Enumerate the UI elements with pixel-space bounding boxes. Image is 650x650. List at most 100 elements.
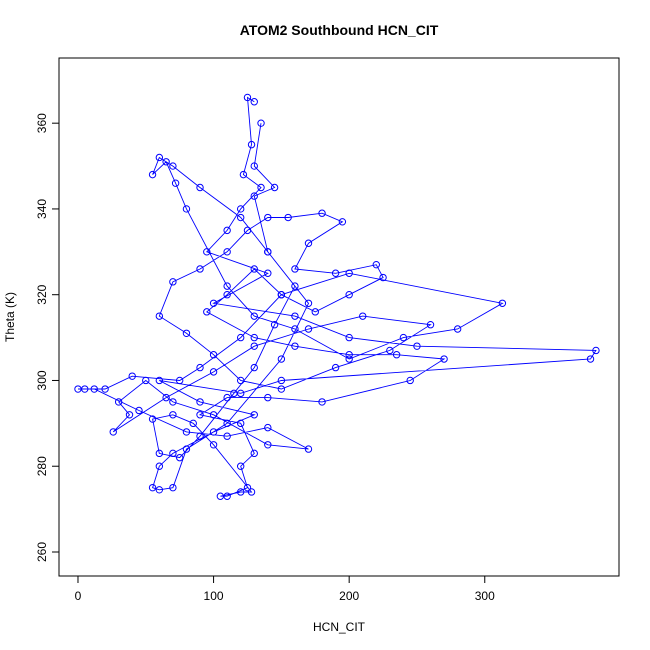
data-point: [406, 376, 414, 385]
data-point: [277, 355, 286, 363]
data-point: [223, 419, 231, 428]
data-point: [257, 183, 265, 192]
data-point: [155, 312, 164, 320]
data-point: [243, 483, 252, 492]
data-point: [109, 428, 117, 436]
data-point: [209, 441, 218, 449]
data-point: [169, 411, 177, 419]
data-point: [203, 248, 211, 256]
data-point: [345, 269, 353, 277]
x-tick-label: 300: [475, 589, 495, 603]
data-point: [257, 119, 265, 127]
data-line: [78, 96, 597, 497]
data-point: [236, 205, 245, 213]
data-point: [114, 398, 123, 406]
data-point: [270, 183, 279, 192]
data-point: [162, 158, 170, 166]
data-point: [209, 411, 218, 419]
data-point: [101, 385, 109, 393]
data-point: [304, 239, 313, 247]
data-point: [331, 363, 340, 372]
data-point: [169, 162, 177, 170]
data-point: [182, 205, 191, 213]
data-point: [74, 385, 82, 393]
data-point: [250, 363, 258, 372]
data-point: [498, 299, 507, 307]
x-tick-label: 0: [75, 589, 82, 603]
data-point: [247, 140, 256, 149]
data-point: [155, 449, 164, 458]
data-point: [182, 428, 191, 436]
data-point: [171, 179, 180, 187]
data-point: [399, 333, 408, 342]
y-tick-label: 320: [35, 284, 49, 304]
data-point: [209, 368, 218, 376]
data-point: [386, 346, 394, 355]
data-point: [236, 333, 245, 342]
data-point: [189, 419, 197, 428]
data-point: [250, 449, 258, 458]
data-point: [359, 312, 367, 320]
data-point: [169, 449, 177, 458]
data-point: [392, 351, 401, 359]
data-point: [236, 419, 245, 428]
data-point: [236, 213, 245, 222]
data-point: [223, 432, 231, 440]
data-point: [318, 398, 326, 406]
data-point: [291, 342, 299, 350]
data-point: [155, 486, 164, 494]
data-point: [162, 393, 170, 402]
data-point: [223, 393, 231, 402]
data-point: [236, 488, 245, 496]
data-point: [250, 192, 258, 200]
data-point: [216, 492, 225, 500]
data-point: [338, 218, 347, 226]
data-point: [155, 462, 164, 470]
data-point: [331, 269, 340, 277]
y-tick-label: 340: [35, 199, 49, 219]
data-point: [142, 376, 150, 385]
data-point: [413, 342, 421, 350]
data-point: [182, 329, 191, 337]
data-point: [264, 248, 272, 256]
data-point: [291, 282, 299, 290]
data-point: [345, 333, 353, 342]
data-point: [128, 372, 136, 380]
data-point: [250, 98, 258, 106]
data-point: [239, 170, 248, 179]
data-point: [592, 346, 600, 355]
data-point: [250, 342, 258, 350]
data-point: [304, 299, 313, 307]
data-point: [196, 432, 204, 440]
data-point: [426, 321, 435, 329]
data-point: [304, 325, 313, 333]
data-point: [379, 273, 387, 282]
y-axis-label: Theta (K): [3, 292, 17, 342]
y-tick-label: 260: [35, 542, 49, 562]
data-point: [196, 265, 204, 273]
data-point: [247, 488, 256, 496]
data-point: [155, 376, 164, 385]
data-point: [230, 389, 238, 398]
y-tick-label: 280: [35, 456, 49, 476]
data-point: [196, 411, 204, 419]
y-tick-label: 360: [35, 113, 49, 133]
data-point: [277, 291, 286, 299]
data-point: [304, 445, 313, 453]
data-point: [169, 483, 177, 492]
data-point: [345, 351, 353, 359]
data-point: [236, 462, 245, 470]
x-tick-label: 100: [204, 589, 224, 603]
data-point: [372, 260, 380, 269]
plot-frame: [58, 57, 620, 577]
data-point: [250, 312, 258, 320]
x-tick-label: 200: [339, 589, 359, 603]
data-point: [250, 411, 258, 419]
data-point: [196, 398, 204, 406]
data-point: [135, 406, 143, 415]
data-point: [243, 93, 252, 102]
data-point: [169, 398, 177, 406]
data-point: [264, 269, 272, 277]
data-point: [250, 162, 258, 170]
